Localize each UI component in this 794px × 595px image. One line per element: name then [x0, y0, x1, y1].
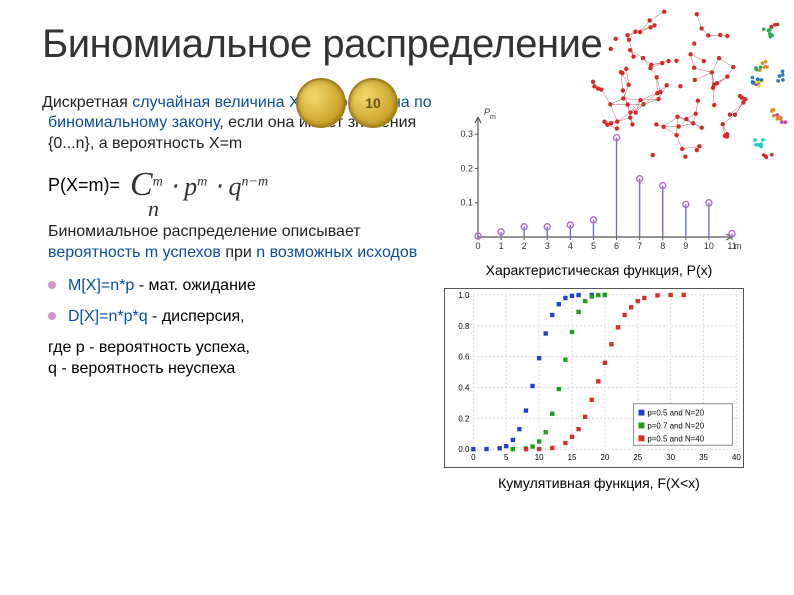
- svg-text:20: 20: [600, 453, 609, 462]
- svg-text:2: 2: [522, 241, 527, 251]
- f-pm: m: [197, 175, 207, 190]
- cdf-caption: Кумулятивная функция, F(X<x): [444, 475, 754, 491]
- svg-text:0.0: 0.0: [458, 445, 470, 454]
- svg-text:1: 1: [499, 241, 504, 251]
- svg-text:0: 0: [471, 453, 476, 462]
- f-sup-m: m: [153, 175, 163, 190]
- mean-suffix: - мат. ожидание: [134, 277, 255, 294]
- var-suffix: - дисперсия,: [148, 308, 245, 325]
- f-qnm: n−m: [242, 175, 269, 190]
- var-formula: D[X]=n*p*q: [68, 308, 148, 325]
- desc-h2: n возможных исходов: [256, 244, 417, 261]
- desc-h1: вероятность m успехов: [48, 244, 221, 261]
- bullet-icon: [48, 281, 56, 289]
- desc-prefix: Биномиальное распределение описывает: [48, 223, 361, 240]
- svg-text:8: 8: [660, 241, 665, 251]
- formula-row: P(X=m)= Cmn ⋅ pm ⋅ qn−m: [48, 166, 432, 204]
- svg-text:10: 10: [535, 453, 544, 462]
- coin-front: [296, 78, 346, 128]
- formula-body: Cmn ⋅ pm ⋅ qn−m: [130, 166, 268, 204]
- svg-text:4: 4: [568, 241, 573, 251]
- formula-label: P(X=m)=: [48, 175, 120, 196]
- svg-text:0.6: 0.6: [458, 353, 470, 362]
- svg-text:5: 5: [504, 453, 509, 462]
- svg-text:10: 10: [704, 241, 714, 251]
- svg-text:30: 30: [666, 453, 675, 462]
- f-sub-n: n: [148, 196, 159, 222]
- svg-text:0.4: 0.4: [458, 383, 470, 392]
- coin-illustration: 10: [296, 78, 398, 128]
- cdf-chart: 0.0 0.2 0.4 0.6 0.8 1.0 0 5 10 15 20 25 30 35 40 p=0.5 …: [444, 288, 744, 468]
- svg-text:3: 3: [545, 241, 550, 251]
- mean-formula: M[X]=n*p: [68, 277, 134, 294]
- variance-item: D[X]=n*p*q - дисперсия,: [48, 305, 432, 328]
- svg-text:0.3: 0.3: [460, 129, 473, 139]
- svg-text:0.8: 0.8: [458, 322, 470, 331]
- svg-text:0.2: 0.2: [458, 414, 469, 423]
- f-q: q: [229, 172, 242, 201]
- svg-text:35: 35: [699, 453, 708, 462]
- svg-text:m: m: [490, 114, 496, 121]
- svg-text:0: 0: [475, 241, 480, 251]
- def-prefix: Дискретная: [42, 94, 128, 111]
- f-dot2: ⋅: [214, 172, 222, 201]
- svg-text:5: 5: [591, 241, 596, 251]
- f-p: p: [184, 172, 197, 201]
- svg-text:0.2: 0.2: [460, 163, 473, 173]
- svg-text:40: 40: [732, 453, 741, 462]
- pmf-chart: 0.10.20.3Pm01234567891011m: [444, 103, 742, 255]
- desc-mid: при: [221, 244, 256, 261]
- svg-text:p=0.5 and N=20: p=0.5 and N=20: [647, 409, 704, 418]
- svg-text:6: 6: [614, 241, 619, 251]
- mean-item: M[X]=n*p - мат. ожидание: [48, 274, 432, 297]
- svg-text:p=0.5 and N=40: p=0.5 and N=40: [647, 434, 704, 443]
- svg-text:m: m: [734, 241, 742, 251]
- svg-text:9: 9: [683, 241, 688, 251]
- bullet-icon: [48, 312, 56, 320]
- svg-text:7: 7: [637, 241, 642, 251]
- svg-text:15: 15: [568, 453, 577, 462]
- pmf-caption: Характеристическая функция, P(x): [444, 262, 754, 278]
- coin-back: 10: [348, 78, 398, 128]
- svg-text:1.0: 1.0: [458, 291, 470, 300]
- svg-text:p=0.7 and N=20: p=0.7 and N=20: [647, 421, 704, 430]
- svg-text:25: 25: [633, 453, 642, 462]
- describe-text: Биномиальное распределение описывает вер…: [48, 222, 432, 264]
- f-dot1: ⋅: [169, 172, 177, 201]
- tail-text: где p - вероятность успеха, q - вероятно…: [48, 338, 432, 380]
- svg-text:0.1: 0.1: [460, 198, 473, 208]
